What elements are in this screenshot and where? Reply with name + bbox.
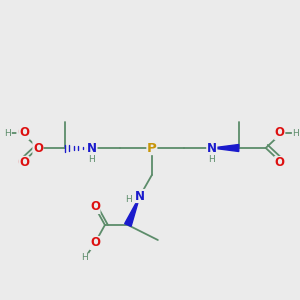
Polygon shape (212, 145, 239, 152)
Text: H: H (208, 155, 215, 164)
Text: H: H (88, 155, 95, 164)
Text: N: N (87, 142, 97, 154)
Text: N: N (207, 142, 217, 154)
Text: H: H (292, 128, 299, 137)
Polygon shape (125, 196, 140, 226)
Text: O: O (90, 236, 100, 250)
Text: H: H (125, 196, 132, 205)
Text: N: N (135, 190, 145, 202)
Text: O: O (275, 157, 285, 169)
Text: O: O (17, 157, 27, 169)
Text: O: O (275, 127, 285, 140)
Text: H: H (82, 254, 88, 262)
Text: O: O (33, 142, 43, 154)
Text: O: O (19, 157, 29, 169)
Text: P: P (147, 142, 157, 154)
Text: O: O (17, 127, 27, 140)
Text: H: H (4, 128, 11, 137)
Text: O: O (90, 200, 100, 214)
Text: O: O (19, 127, 29, 140)
